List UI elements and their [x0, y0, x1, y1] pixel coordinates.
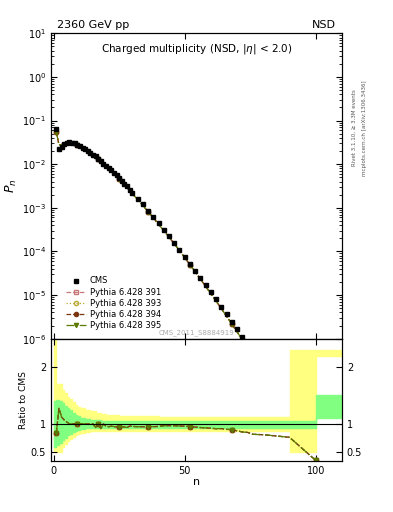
Text: Rivet 3.1.10, ≥ 3.3M events: Rivet 3.1.10, ≥ 3.3M events	[352, 90, 357, 166]
Pythia 6.428 391	[182, 254, 187, 261]
Pythia 6.428 395	[117, 176, 121, 182]
CMS	[59, 144, 64, 150]
Pythia 6.428 395	[59, 142, 64, 148]
Pythia 6.428 393	[93, 155, 98, 161]
X-axis label: n: n	[193, 477, 200, 487]
Text: 2360 GeV pp: 2360 GeV pp	[57, 20, 129, 30]
Legend: CMS, Pythia 6.428 391, Pythia 6.428 393, Pythia 6.428 394, Pythia 6.428 395: CMS, Pythia 6.428 391, Pythia 6.428 393,…	[64, 275, 163, 331]
Text: NSD: NSD	[312, 20, 336, 30]
Pythia 6.428 391	[54, 129, 59, 135]
Pythia 6.428 394	[54, 129, 59, 135]
Line: CMS: CMS	[54, 126, 318, 409]
Pythia 6.428 391	[59, 142, 64, 148]
Text: CMS_2011_S8884919: CMS_2011_S8884919	[159, 329, 234, 335]
Pythia 6.428 395	[177, 247, 182, 253]
Y-axis label: $P_n$: $P_n$	[4, 179, 19, 193]
Pythia 6.428 394	[117, 176, 121, 182]
Line: Pythia 6.428 391: Pythia 6.428 391	[54, 130, 318, 428]
Pythia 6.428 395	[182, 254, 187, 261]
Pythia 6.428 391	[177, 247, 182, 253]
Line: Pythia 6.428 393: Pythia 6.428 393	[54, 130, 318, 428]
Line: Pythia 6.428 395: Pythia 6.428 395	[54, 130, 318, 428]
Pythia 6.428 391	[93, 155, 98, 161]
Y-axis label: Ratio to CMS: Ratio to CMS	[19, 371, 28, 429]
Pythia 6.428 393	[54, 129, 59, 135]
CMS	[62, 141, 66, 147]
Pythia 6.428 393	[177, 247, 182, 253]
Pythia 6.428 393	[313, 423, 318, 429]
Pythia 6.428 394	[313, 423, 318, 429]
CMS	[177, 247, 182, 253]
CMS	[117, 175, 121, 181]
Pythia 6.428 394	[93, 155, 98, 161]
Text: Charged multiplicity (NSD, |$\eta$| < 2.0): Charged multiplicity (NSD, |$\eta$| < 2.…	[101, 42, 292, 56]
CMS	[182, 254, 187, 260]
CMS	[93, 154, 98, 160]
Pythia 6.428 395	[313, 423, 318, 429]
Pythia 6.428 394	[62, 140, 66, 146]
Pythia 6.428 393	[62, 140, 66, 146]
CMS	[313, 403, 318, 410]
Pythia 6.428 391	[313, 423, 318, 429]
Pythia 6.428 395	[93, 155, 98, 161]
Line: Pythia 6.428 394: Pythia 6.428 394	[54, 130, 318, 428]
Pythia 6.428 394	[177, 247, 182, 253]
Pythia 6.428 393	[117, 176, 121, 182]
Pythia 6.428 393	[59, 142, 64, 148]
Pythia 6.428 391	[62, 140, 66, 146]
Pythia 6.428 393	[182, 254, 187, 261]
Pythia 6.428 395	[62, 140, 66, 146]
Text: mcplots.cern.ch [arXiv:1306.3436]: mcplots.cern.ch [arXiv:1306.3436]	[362, 80, 367, 176]
Pythia 6.428 391	[117, 176, 121, 182]
Pythia 6.428 394	[59, 142, 64, 148]
CMS	[54, 125, 59, 132]
Pythia 6.428 394	[182, 254, 187, 261]
Pythia 6.428 395	[54, 129, 59, 135]
